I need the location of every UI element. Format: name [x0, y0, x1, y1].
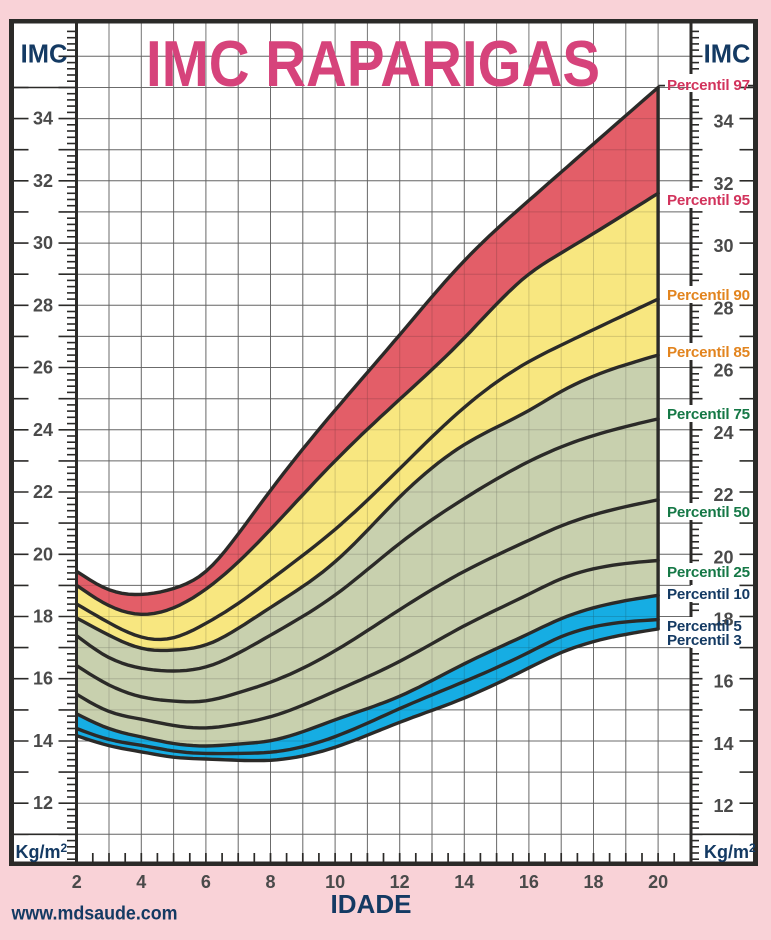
svg-text:Percentil 25: Percentil 25	[667, 564, 751, 581]
svg-text:4: 4	[136, 872, 146, 892]
svg-text:34: 34	[713, 112, 733, 132]
svg-text:32: 32	[713, 174, 733, 194]
svg-text:34: 34	[33, 109, 53, 129]
svg-text:Percentil 95: Percentil 95	[667, 192, 751, 209]
svg-text:12: 12	[33, 793, 53, 813]
svg-text:28: 28	[33, 295, 53, 315]
svg-text:Percentil 97: Percentil 97	[667, 77, 750, 94]
svg-text:8: 8	[265, 872, 275, 892]
svg-text:10: 10	[325, 872, 345, 892]
svg-text:12: 12	[390, 872, 410, 892]
svg-text:Percentil 3: Percentil 3	[667, 632, 742, 649]
svg-text:24: 24	[33, 420, 53, 440]
svg-text:16: 16	[33, 669, 53, 689]
svg-text:IDADE: IDADE	[331, 889, 412, 919]
svg-text:Percentil 5: Percentil 5	[667, 618, 742, 635]
svg-text:18: 18	[33, 607, 53, 627]
svg-text:16: 16	[713, 672, 733, 692]
svg-text:14: 14	[33, 731, 53, 751]
svg-text:30: 30	[713, 236, 733, 256]
svg-text:12: 12	[713, 796, 733, 816]
svg-text:2: 2	[72, 872, 82, 892]
svg-text:30: 30	[33, 233, 53, 253]
svg-text:26: 26	[33, 358, 53, 378]
svg-text:28: 28	[713, 298, 733, 318]
svg-text:Percentil 50: Percentil 50	[667, 504, 750, 521]
svg-text:Kg/m2: Kg/m2	[704, 841, 756, 862]
svg-text:20: 20	[33, 544, 53, 564]
svg-text:22: 22	[713, 485, 733, 505]
svg-text:24: 24	[713, 423, 733, 443]
svg-text:6: 6	[201, 872, 211, 892]
svg-text:14: 14	[454, 872, 474, 892]
svg-text:IMC RAPARIGAS: IMC RAPARIGAS	[146, 27, 600, 100]
svg-text:www.mdsaude.com: www.mdsaude.com	[11, 904, 178, 925]
svg-text:IMC: IMC	[704, 41, 751, 69]
svg-text:32: 32	[33, 171, 53, 191]
svg-text:22: 22	[33, 482, 53, 502]
svg-text:20: 20	[648, 872, 668, 892]
svg-text:26: 26	[713, 361, 733, 381]
svg-text:18: 18	[713, 610, 733, 630]
svg-text:18: 18	[583, 872, 603, 892]
svg-text:Percentil 90: Percentil 90	[667, 287, 750, 304]
svg-text:Percentil 75: Percentil 75	[667, 406, 751, 423]
svg-text:Percentil 10: Percentil 10	[667, 586, 750, 603]
svg-text:20: 20	[713, 547, 733, 567]
svg-text:Percentil 85: Percentil 85	[667, 344, 751, 361]
svg-text:IMC: IMC	[21, 41, 68, 69]
svg-text:Kg/m2: Kg/m2	[16, 841, 68, 862]
svg-text:16: 16	[519, 872, 539, 892]
svg-text:14: 14	[713, 734, 733, 754]
